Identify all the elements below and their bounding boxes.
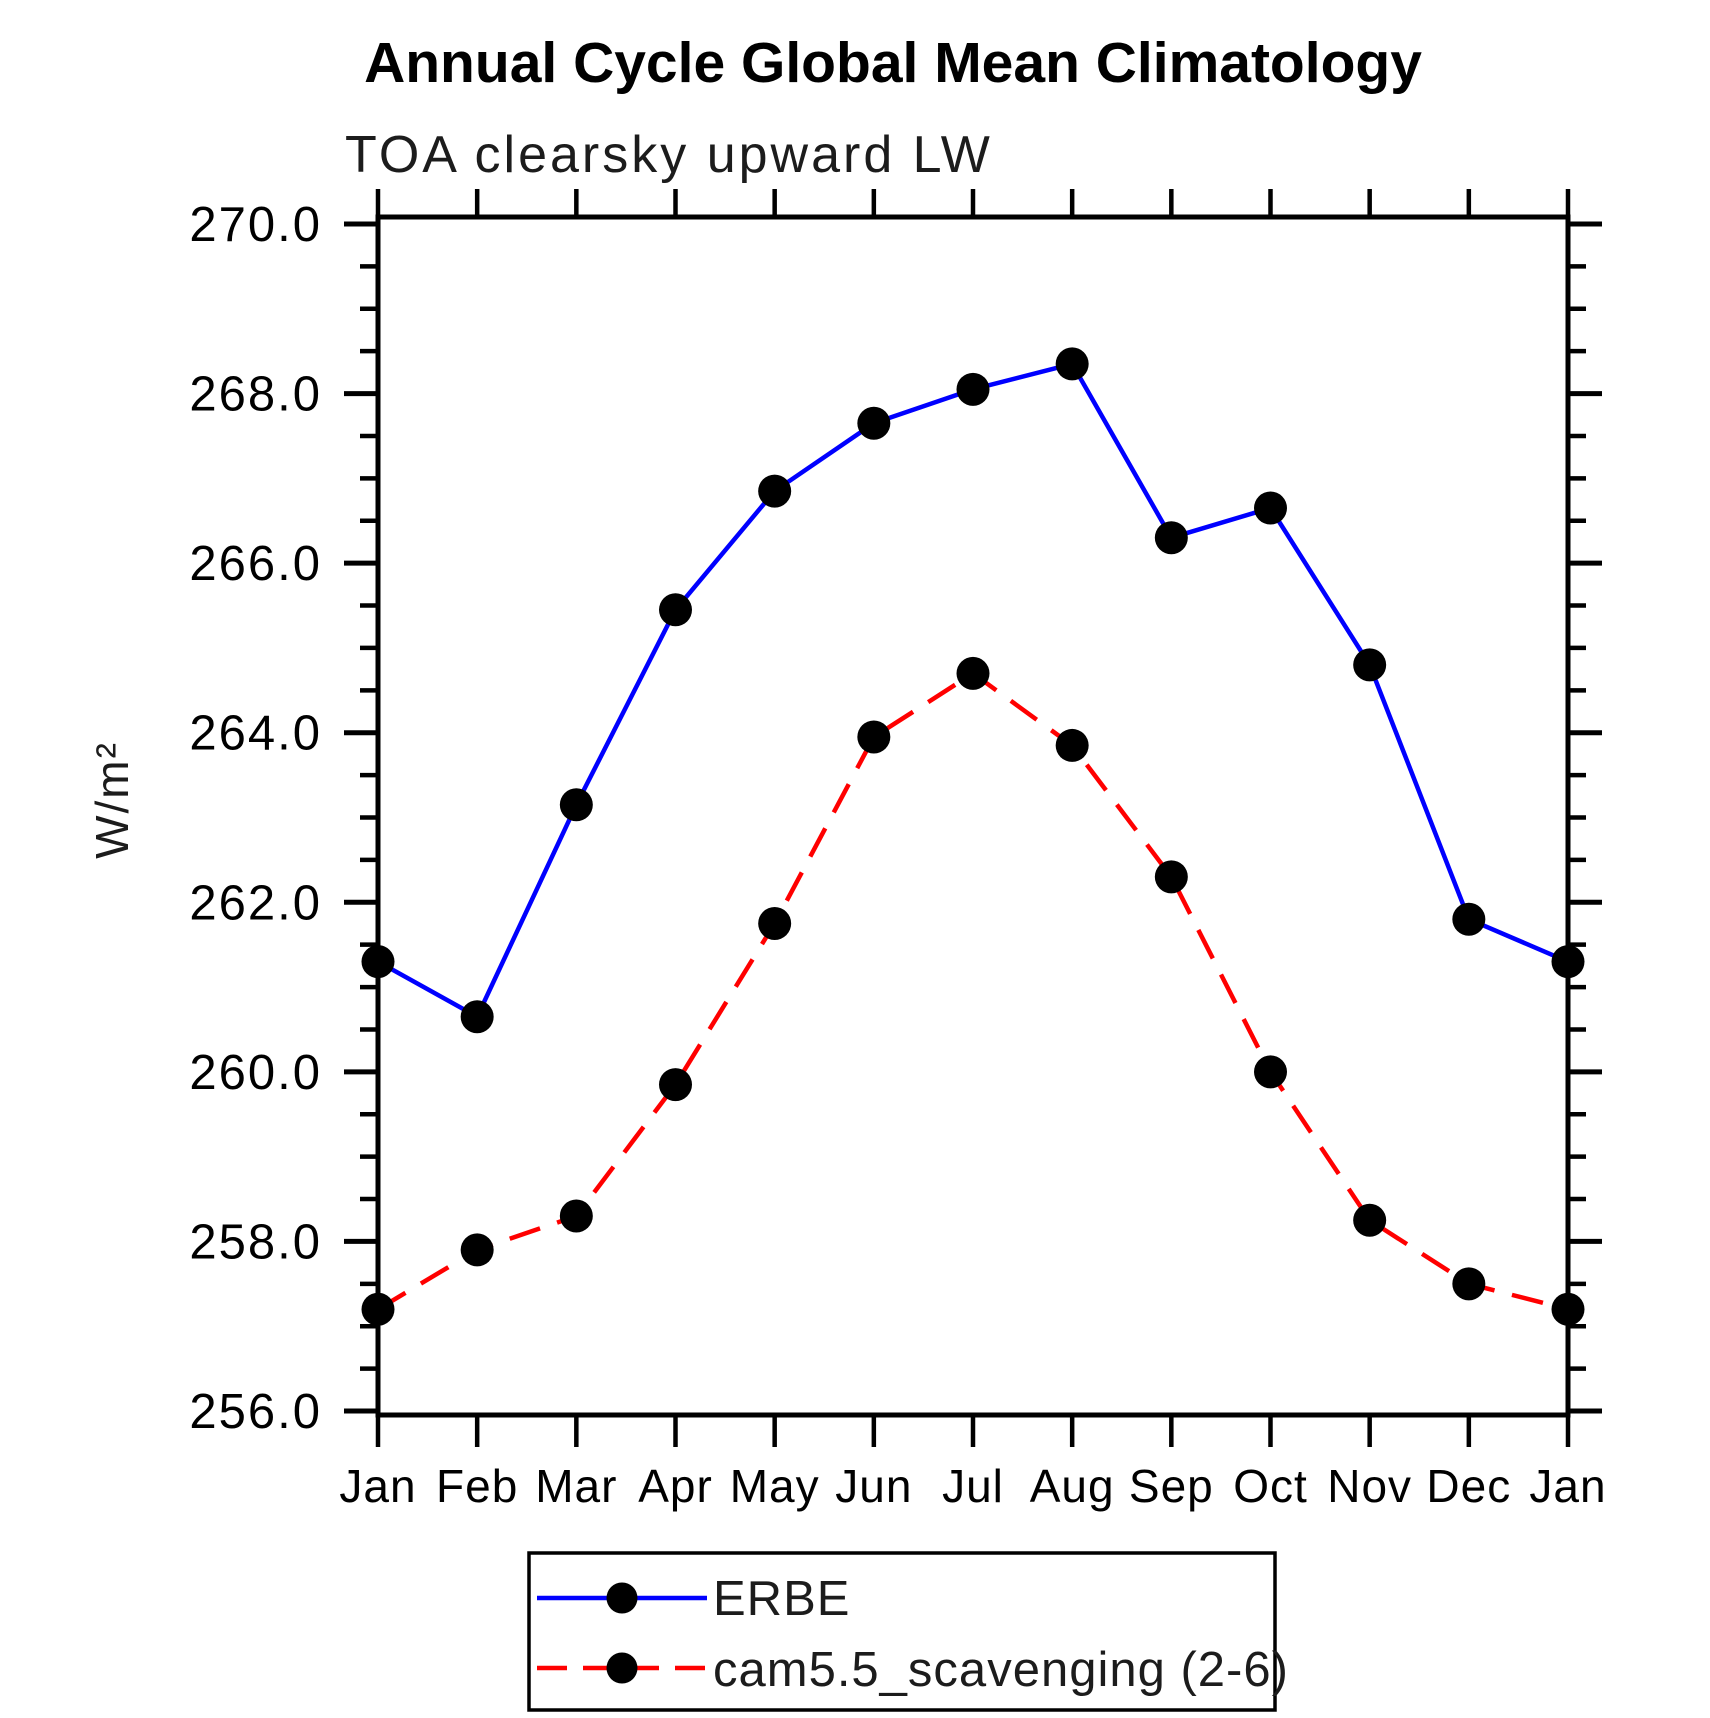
y-axis-tick-labels: 256.0 258.0 260.0 262.0 264.0 266.0 268.0 270.0 xyxy=(189,198,322,1439)
cam-data-point xyxy=(659,1068,692,1102)
erbe-data-point xyxy=(460,1000,494,1034)
y-tick-label: 260.0 xyxy=(189,1046,322,1100)
legend: ERBE cam5.5_scavenging (2-6) xyxy=(527,1551,1289,1712)
legend-box xyxy=(527,1551,1277,1712)
erbe-data-point xyxy=(1353,648,1387,682)
chart-title: Annual Cycle Global Mean Climatology xyxy=(364,31,1422,95)
legend-label-cam: cam5.5_scavenging (2-6) xyxy=(713,1643,1289,1697)
y-tick-label: 268.0 xyxy=(189,368,322,422)
series-markers xyxy=(361,347,1585,1326)
month-tick-label: May xyxy=(730,1460,820,1512)
cam-data-point xyxy=(361,1292,395,1326)
erbe-data-point xyxy=(659,593,692,627)
legend-marker-dot xyxy=(606,1582,638,1614)
erbe-data-point xyxy=(956,372,990,406)
y-axis-ticks-right xyxy=(1568,221,1602,1414)
x-axis-ticks-bottom xyxy=(375,1415,1571,1447)
x-axis-ticks-top xyxy=(375,189,1571,217)
cam-data-point xyxy=(559,1199,593,1233)
cam-data-point xyxy=(956,656,990,690)
erbe-data-point xyxy=(758,474,792,508)
cam-data-point xyxy=(1254,1055,1287,1089)
cam-data-point xyxy=(1551,1292,1585,1326)
month-tick-label: Nov xyxy=(1327,1460,1412,1512)
legend-entry-erbe: ERBE xyxy=(537,1572,850,1626)
erbe-data-point xyxy=(1055,347,1089,381)
legend-entry-cam: cam5.5_scavenging (2-6) xyxy=(537,1643,1289,1697)
x-axis-tick-labels: Jan Feb Mar Apr May Jun Jul Aug Sep Oct Nov Dec Jan xyxy=(339,1460,1606,1512)
y-tick-label: 264.0 xyxy=(189,707,322,761)
legend-label-erbe: ERBE xyxy=(713,1572,850,1626)
month-tick-label: Jan xyxy=(339,1460,416,1512)
cam-data-point xyxy=(857,720,891,754)
month-tick-label: Jun xyxy=(835,1460,912,1512)
cam-data-point xyxy=(460,1233,494,1267)
month-tick-label: Apr xyxy=(638,1460,713,1512)
erbe-data-point xyxy=(857,406,891,440)
month-tick-label: Jul xyxy=(942,1460,1004,1512)
month-tick-label: Dec xyxy=(1426,1460,1511,1512)
erbe-data-point xyxy=(1551,945,1585,979)
y-tick-label: 256.0 xyxy=(189,1385,322,1439)
erbe-data-point xyxy=(1254,491,1287,525)
month-tick-label: Sep xyxy=(1129,1460,1214,1512)
erbe-data-point xyxy=(361,945,395,979)
month-tick-label: Oct xyxy=(1233,1460,1308,1512)
month-tick-label: Mar xyxy=(535,1460,617,1512)
month-tick-label: Jan xyxy=(1529,1460,1606,1512)
plot-frame xyxy=(375,214,1571,1418)
cam-data-point xyxy=(1452,1267,1486,1301)
y-tick-label: 266.0 xyxy=(189,537,322,591)
erbe-data-point xyxy=(1452,902,1486,936)
chart-subtitle: TOA clearsky upward LW xyxy=(345,126,993,184)
y-tick-label: 270.0 xyxy=(189,198,322,252)
cam-data-point xyxy=(1055,728,1089,762)
erbe-line xyxy=(376,361,1569,1019)
cam-data-point xyxy=(1154,860,1188,894)
cam-line xyxy=(376,671,1569,1312)
legend-marker-dot xyxy=(606,1652,638,1684)
y-axis-label: W/m² xyxy=(86,741,138,859)
cam-data-point xyxy=(1353,1203,1387,1237)
y-tick-label: 262.0 xyxy=(189,876,322,930)
y-tick-label: 258.0 xyxy=(189,1215,322,1269)
month-tick-label: Aug xyxy=(1030,1460,1115,1512)
month-tick-label: Feb xyxy=(436,1460,518,1512)
cam-data-point xyxy=(758,906,792,940)
erbe-data-point xyxy=(1154,521,1188,555)
y-axis-ticks-left xyxy=(344,221,378,1414)
erbe-data-point xyxy=(559,788,593,822)
series-lines xyxy=(376,361,1569,1312)
